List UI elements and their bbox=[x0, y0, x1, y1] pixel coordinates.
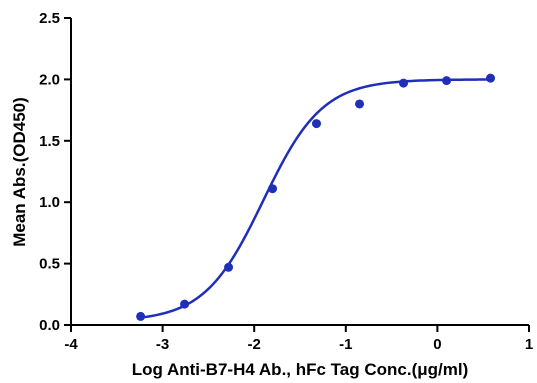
data-point bbox=[136, 311, 146, 321]
data-point bbox=[399, 78, 409, 88]
y-tick-label: 2.0 bbox=[39, 71, 60, 88]
y-tick-label: 0.0 bbox=[39, 317, 60, 334]
data-points bbox=[136, 73, 496, 321]
data-point bbox=[355, 99, 365, 109]
data-point bbox=[268, 184, 278, 194]
x-tick-label: 0 bbox=[433, 336, 441, 353]
x-tick-label: -3 bbox=[156, 336, 169, 353]
y-ticks: 0.0 0.5 1.0 1.5 2.0 2.5 bbox=[39, 10, 71, 334]
x-tick-label: -4 bbox=[64, 336, 78, 353]
data-point bbox=[224, 262, 234, 272]
x-tick-label: -2 bbox=[248, 336, 261, 353]
x-ticks: -4 -3 -2 -1 0 1 bbox=[64, 325, 533, 353]
data-point bbox=[442, 76, 452, 86]
data-point bbox=[311, 119, 321, 129]
y-tick-label: 1.5 bbox=[39, 133, 60, 150]
x-axis-title: Log Anti-B7-H4 Ab., hFc Tag Conc.(μg/ml) bbox=[132, 360, 469, 379]
axes bbox=[70, 18, 529, 326]
x-tick-label: 1 bbox=[525, 336, 533, 353]
y-tick-label: 2.5 bbox=[39, 10, 60, 27]
data-point bbox=[180, 299, 190, 309]
fit-curve bbox=[140, 78, 491, 319]
y-tick-label: 1.0 bbox=[39, 194, 60, 211]
y-axis-title: Mean Abs.(OD450) bbox=[10, 97, 29, 247]
x-tick-label: -1 bbox=[339, 336, 352, 353]
y-tick-label: 0.5 bbox=[39, 256, 60, 273]
data-point bbox=[486, 73, 496, 83]
